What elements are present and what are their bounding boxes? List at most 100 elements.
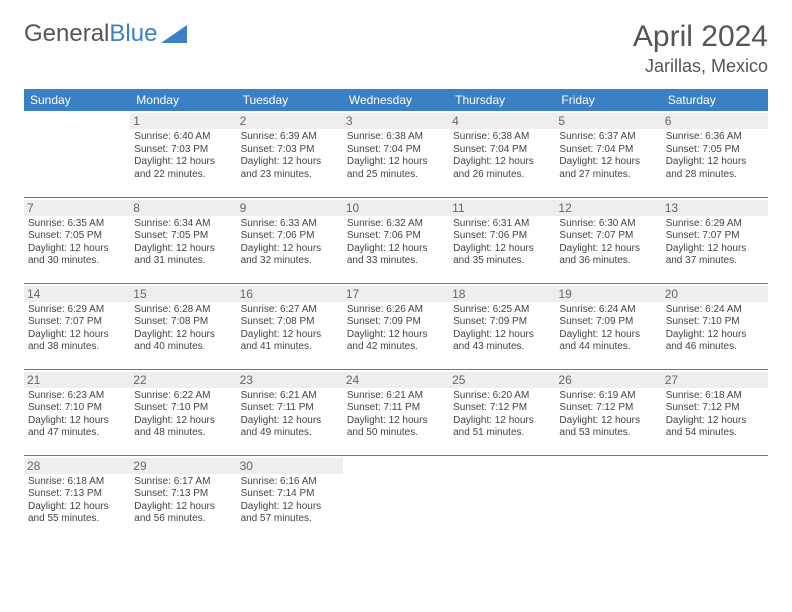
weekday-header: Friday — [555, 89, 661, 111]
day-info: Sunrise: 6:24 AMSunset: 7:09 PMDaylight:… — [559, 304, 657, 354]
calendar-day-cell: 21Sunrise: 6:23 AMSunset: 7:10 PMDayligh… — [24, 369, 130, 455]
day-number: 1 — [130, 113, 236, 129]
day-number: 11 — [449, 200, 555, 216]
calendar-day-cell: 23 Sunrise: 6:21 AMSunset: 7:11 PMDayligh… — [237, 369, 343, 455]
day-number: 13 — [662, 200, 768, 216]
day-info: Sunrise: 6:16 AMSunset: 7:14 PMDaylight:… — [241, 476, 339, 526]
location: Jarillas, Mexico — [633, 56, 768, 77]
logo: GeneralBlue — [24, 20, 187, 48]
day-number: 12 — [555, 200, 661, 216]
calendar-week-row: 14Sunrise: 6:29 AMSunset: 7:07 PMDayligh… — [24, 283, 768, 369]
day-number: 10 — [343, 200, 449, 216]
day-info: Sunrise: 6:32 AMSunset: 7:06 PMDaylight:… — [347, 218, 445, 268]
calendar-day-cell: 27 Sunrise: 6:18 AMSunset: 7:12 PMDayligh… — [662, 369, 768, 455]
day-info: Sunrise: 6:30 AMSunset: 7:07 PMDaylight:… — [559, 218, 657, 268]
title-block: April 2024 Jarillas, Mexico — [633, 20, 768, 77]
calendar-day-cell: 17 Sunrise: 6:26 AMSunset: 7:09 PMDayligh… — [343, 283, 449, 369]
day-number: 29 — [130, 458, 236, 474]
header: GeneralBlue April 2024 Jarillas, Mexico — [24, 20, 768, 77]
day-info: Sunrise: 6:37 AMSunset: 7:04 PMDaylight:… — [559, 131, 657, 181]
calendar-week-row: 7 Sunrise: 6:35 AMSunset: 7:05 PMDaylight… — [24, 197, 768, 283]
calendar-day-cell: 12 Sunrise: 6:30 AMSunset: 7:07 PMDayligh… — [555, 197, 661, 283]
calendar-day-cell: 15Sunrise: 6:28 AMSunset: 7:08 PMDayligh… — [130, 283, 236, 369]
day-info: Sunrise: 6:22 AMSunset: 7:10 PMDaylight:… — [134, 390, 232, 440]
day-number: 27 — [662, 372, 768, 388]
calendar-empty-cell — [24, 111, 130, 197]
day-info: Sunrise: 6:34 AMSunset: 7:05 PMDaylight:… — [134, 218, 232, 268]
day-number: 14 — [24, 286, 130, 302]
day-number: 17 — [343, 286, 449, 302]
calendar-day-cell: 28Sunrise: 6:18 AMSunset: 7:13 PMDayligh… — [24, 455, 130, 541]
calendar-day-cell: 19 Sunrise: 6:24 AMSunset: 7:09 PMDayligh… — [555, 283, 661, 369]
calendar-day-cell: 3Sunrise: 6:38 AMSunset: 7:04 PMDaylight… — [343, 111, 449, 197]
calendar-day-cell: 6 Sunrise: 6:36 AMSunset: 7:05 PMDaylight… — [662, 111, 768, 197]
day-number: 19 — [555, 286, 661, 302]
day-number: 16 — [237, 286, 343, 302]
calendar-day-cell: 18Sunrise: 6:25 AMSunset: 7:09 PMDayligh… — [449, 283, 555, 369]
calendar-day-cell: 2 Sunrise: 6:39 AMSunset: 7:03 PMDaylight… — [237, 111, 343, 197]
day-info: Sunrise: 6:33 AMSunset: 7:06 PMDaylight:… — [241, 218, 339, 268]
logo-part1: General — [24, 20, 109, 48]
logo-part2: Blue — [109, 20, 157, 48]
weekday-header: Thursday — [449, 89, 555, 111]
weekday-header: Tuesday — [237, 89, 343, 111]
day-info: Sunrise: 6:35 AMSunset: 7:05 PMDaylight:… — [28, 218, 126, 268]
day-number: 9 — [237, 200, 343, 216]
weekday-header: Saturday — [662, 89, 768, 111]
day-number: 7 — [24, 200, 130, 216]
day-info: Sunrise: 6:27 AMSunset: 7:08 PMDaylight:… — [241, 304, 339, 354]
calendar-week-row: 1 Sunrise: 6:40 AMSunset: 7:03 PMDaylight… — [24, 111, 768, 197]
calendar-day-cell: 20Sunrise: 6:24 AMSunset: 7:10 PMDayligh… — [662, 283, 768, 369]
calendar-week-row: 28Sunrise: 6:18 AMSunset: 7:13 PMDayligh… — [24, 455, 768, 541]
calendar-day-cell: 7 Sunrise: 6:35 AMSunset: 7:05 PMDaylight… — [24, 197, 130, 283]
calendar-day-cell: 13Sunrise: 6:29 AMSunset: 7:07 PMDayligh… — [662, 197, 768, 283]
calendar-day-cell: 11 Sunrise: 6:31 AMSunset: 7:06 PMDayligh… — [449, 197, 555, 283]
month-title: April 2024 — [633, 20, 768, 54]
day-info: Sunrise: 6:19 AMSunset: 7:12 PMDaylight:… — [559, 390, 657, 440]
day-number: 26 — [555, 372, 661, 388]
calendar-day-cell: 25 Sunrise: 6:20 AMSunset: 7:12 PMDayligh… — [449, 369, 555, 455]
calendar-day-cell: 22 Sunrise: 6:22 AMSunset: 7:10 PMDayligh… — [130, 369, 236, 455]
day-number: 23 — [237, 372, 343, 388]
calendar-day-cell: 5 Sunrise: 6:37 AMSunset: 7:04 PMDaylight… — [555, 111, 661, 197]
calendar-empty-cell — [555, 455, 661, 541]
calendar-day-cell: 1 Sunrise: 6:40 AMSunset: 7:03 PMDaylight… — [130, 111, 236, 197]
day-number: 4 — [449, 113, 555, 129]
day-info: Sunrise: 6:17 AMSunset: 7:13 PMDaylight:… — [134, 476, 232, 526]
calendar-day-cell: 8 Sunrise: 6:34 AMSunset: 7:05 PMDaylight… — [130, 197, 236, 283]
day-info: Sunrise: 6:23 AMSunset: 7:10 PMDaylight:… — [28, 390, 126, 440]
day-number: 25 — [449, 372, 555, 388]
day-info: Sunrise: 6:38 AMSunset: 7:04 PMDaylight:… — [347, 131, 445, 181]
day-info: Sunrise: 6:18 AMSunset: 7:13 PMDaylight:… — [28, 476, 126, 526]
calendar-day-cell: 29 Sunrise: 6:17 AMSunset: 7:13 PMDayligh… — [130, 455, 236, 541]
calendar-day-cell: 10 Sunrise: 6:32 AMSunset: 7:06 PMDayligh… — [343, 197, 449, 283]
day-info: Sunrise: 6:31 AMSunset: 7:06 PMDaylight:… — [453, 218, 551, 268]
day-info: Sunrise: 6:24 AMSunset: 7:10 PMDaylight:… — [666, 304, 764, 354]
day-number: 18 — [449, 286, 555, 302]
day-number: 30 — [237, 458, 343, 474]
day-number: 8 — [130, 200, 236, 216]
day-info: Sunrise: 6:18 AMSunset: 7:12 PMDaylight:… — [666, 390, 764, 440]
weekday-header: Monday — [130, 89, 236, 111]
day-info: Sunrise: 6:21 AMSunset: 7:11 PMDaylight:… — [241, 390, 339, 440]
calendar-week-row: 21Sunrise: 6:23 AMSunset: 7:10 PMDayligh… — [24, 369, 768, 455]
calendar-empty-cell — [662, 455, 768, 541]
day-number: 22 — [130, 372, 236, 388]
day-info: Sunrise: 6:36 AMSunset: 7:05 PMDaylight:… — [666, 131, 764, 181]
day-number: 6 — [662, 113, 768, 129]
weekday-header: Sunday — [24, 89, 130, 111]
calendar-table: SundayMondayTuesdayWednesdayThursdayFrid… — [24, 89, 768, 541]
day-number: 5 — [555, 113, 661, 129]
day-number: 15 — [130, 286, 236, 302]
day-info: Sunrise: 6:26 AMSunset: 7:09 PMDaylight:… — [347, 304, 445, 354]
calendar-empty-cell — [343, 455, 449, 541]
calendar-day-cell: 9 Sunrise: 6:33 AMSunset: 7:06 PMDaylight… — [237, 197, 343, 283]
day-info: Sunrise: 6:39 AMSunset: 7:03 PMDaylight:… — [241, 131, 339, 181]
day-info: Sunrise: 6:20 AMSunset: 7:12 PMDaylight:… — [453, 390, 551, 440]
weekday-header-row: SundayMondayTuesdayWednesdayThursdayFrid… — [24, 89, 768, 111]
day-info: Sunrise: 6:40 AMSunset: 7:03 PMDaylight:… — [134, 131, 232, 181]
day-number: 2 — [237, 113, 343, 129]
day-info: Sunrise: 6:38 AMSunset: 7:04 PMDaylight:… — [453, 131, 551, 181]
calendar-day-cell: 14Sunrise: 6:29 AMSunset: 7:07 PMDayligh… — [24, 283, 130, 369]
calendar-day-cell: 4 Sunrise: 6:38 AMSunset: 7:04 PMDaylight… — [449, 111, 555, 197]
